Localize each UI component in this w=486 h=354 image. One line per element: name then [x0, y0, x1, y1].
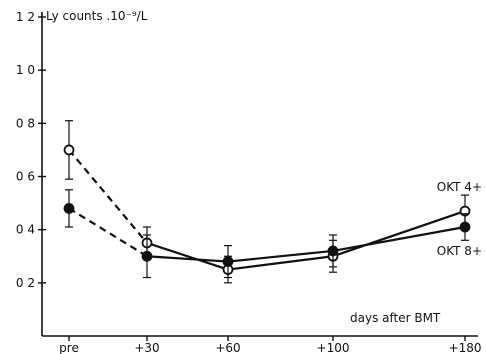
x-tick-label: pre: [59, 341, 79, 354]
data-point: [459, 221, 471, 233]
series-group: OKT 4+ OKT 8+: [63, 120, 482, 284]
y-tick-label: 1 0: [16, 63, 35, 77]
y-tick-label: 0 2: [16, 276, 35, 290]
y-tick-label: 0 4: [16, 223, 35, 237]
series-line-segment: [227, 249, 334, 263]
y-tick-label: 0 8: [16, 116, 35, 130]
y-tick-label: 1 2: [16, 10, 35, 24]
series-line-segment: [146, 241, 229, 271]
series-label: OKT 4+: [437, 180, 482, 194]
data-point: [63, 202, 75, 214]
series-line-segment: [68, 207, 148, 258]
x-tick-label: +30: [134, 341, 159, 354]
series-line-segment: [68, 149, 148, 244]
series-label: OKT 8+: [437, 244, 482, 258]
series-line-segment: [146, 255, 229, 263]
data-point: [222, 256, 234, 267]
y-tick-label: 0 6: [16, 170, 35, 184]
tick-group: 0 2 0 4 0 6 0 8 1 0 1 2 pre +30 +60 +100 +180: [16, 10, 482, 354]
series-okt4: OKT 4+: [63, 120, 482, 284]
data-point: [327, 245, 339, 257]
series-line-segment: [332, 210, 466, 258]
x-axis-label: days after BMT: [350, 311, 441, 325]
x-tick-label: +100: [317, 341, 350, 354]
chart-title: Ly counts .10⁻⁹/L: [46, 9, 148, 23]
series-line-segment: [227, 255, 334, 271]
axes: [41, 12, 478, 337]
x-tick-label: +60: [215, 341, 240, 354]
data-point: [63, 144, 75, 156]
series-line-segment: [332, 225, 466, 253]
series-okt8: OKT 8+: [63, 189, 482, 279]
data-point: [141, 250, 153, 262]
x-tick-label: +180: [449, 341, 482, 354]
